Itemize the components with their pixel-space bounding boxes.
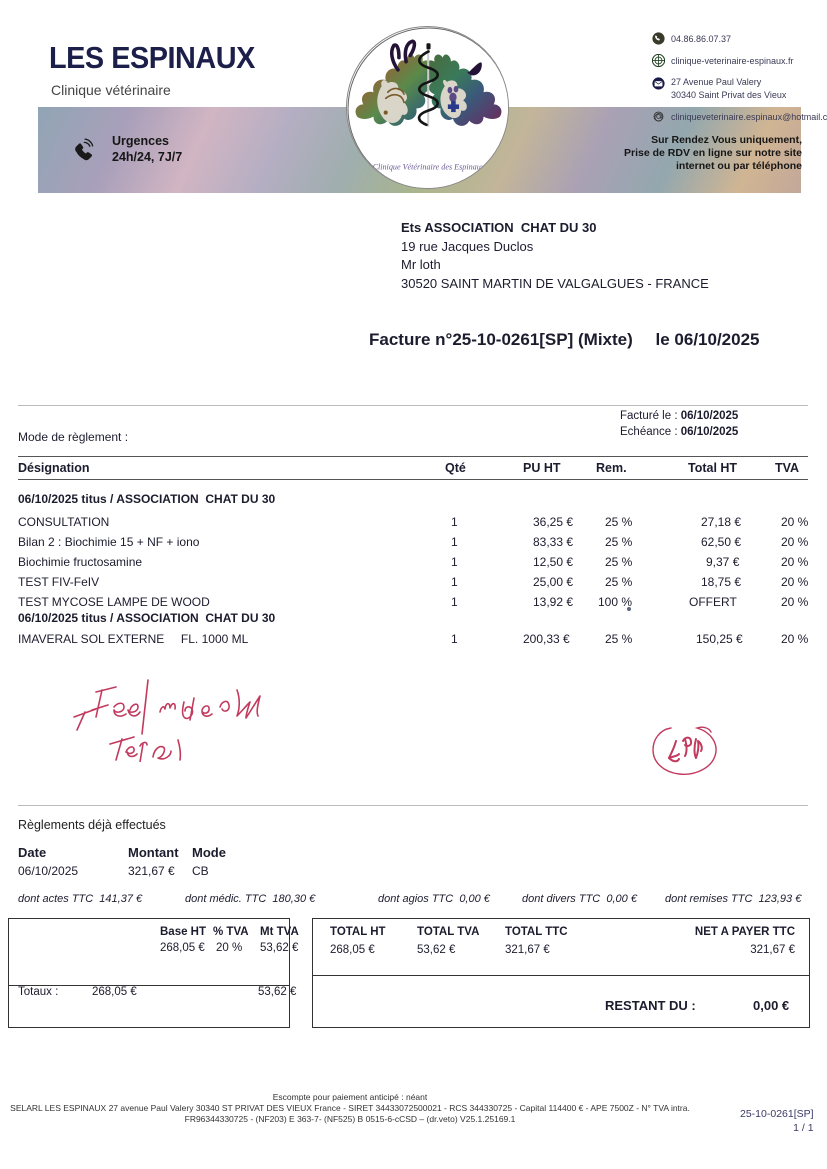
svg-text:Clinique Vétérinaire des Espin: Clinique Vétérinaire des Espinaux bbox=[373, 163, 485, 172]
